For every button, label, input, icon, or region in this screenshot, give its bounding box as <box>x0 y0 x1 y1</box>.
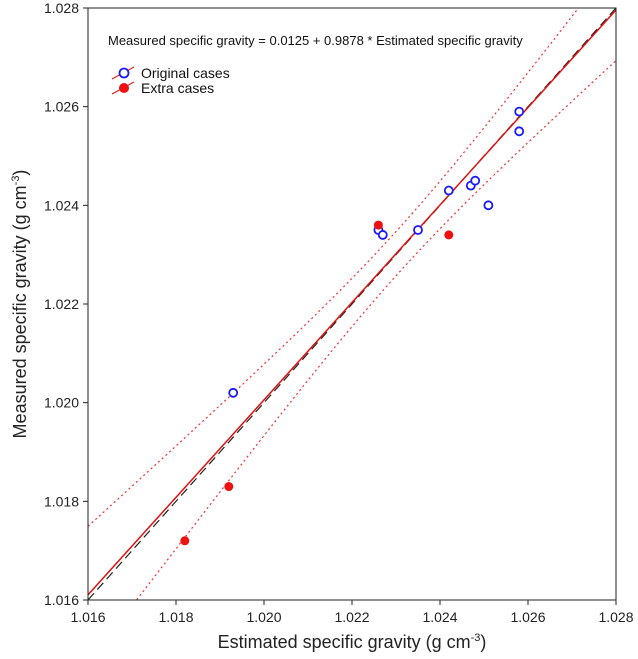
extra-case-point <box>180 536 190 546</box>
y-tick-label: 1.028 <box>44 0 79 16</box>
x-tick-label: 1.022 <box>334 609 369 625</box>
x-axis-ticks: 1.016 1.018 1.020 1.022 1.024 1.026 1.028 <box>70 600 634 625</box>
fit-lines <box>88 8 616 600</box>
x-tick-label: 1.016 <box>70 609 105 625</box>
extra-case-point <box>224 482 234 492</box>
x-tick-label: 1.020 <box>246 609 281 625</box>
legend-extra-marker <box>119 83 129 93</box>
original-case-point <box>483 200 494 211</box>
x-tick-label: 1.026 <box>510 609 545 625</box>
original-case-point <box>377 230 388 240</box>
x-tick-label: 1.024 <box>422 609 457 625</box>
y-tick-label: 1.022 <box>44 296 79 312</box>
y-tick-label: 1.018 <box>44 493 79 509</box>
y-tick-label: 1.024 <box>44 197 79 213</box>
legend-original-label: Original cases <box>141 65 230 81</box>
y-axis-ticks: 1.016 1.018 1.020 1.022 1.024 1.026 1.028 <box>44 0 88 608</box>
regression-line <box>88 9 616 596</box>
data-points <box>180 106 525 546</box>
original-case-point <box>514 106 525 117</box>
x-tick-label: 1.028 <box>598 609 633 625</box>
extra-case-point <box>444 230 454 240</box>
original-case-point <box>413 225 423 235</box>
y-tick-label: 1.020 <box>44 395 79 411</box>
original-case-point <box>470 175 481 186</box>
regression-equation: Measured specific gravity = 0.0125 + 0.9… <box>108 33 523 48</box>
original-case-point <box>514 126 525 137</box>
y-tick-label: 1.026 <box>44 99 79 115</box>
original-case-point <box>228 387 239 398</box>
legend: Original cases Extra cases <box>111 65 230 96</box>
legend-original-marker <box>118 67 130 79</box>
y-axis-title: Measured specific gravity (g cm-3) <box>10 170 30 439</box>
y-tick-label: 1.016 <box>44 592 79 608</box>
x-axis-title: Estimated specific gravity (g cm-3) <box>218 632 487 652</box>
original-case-point <box>443 185 454 196</box>
extra-case-point <box>373 220 383 230</box>
confidence-band-lower <box>135 60 616 600</box>
legend-extra-label: Extra cases <box>141 80 214 96</box>
x-tick-label: 1.018 <box>158 609 193 625</box>
